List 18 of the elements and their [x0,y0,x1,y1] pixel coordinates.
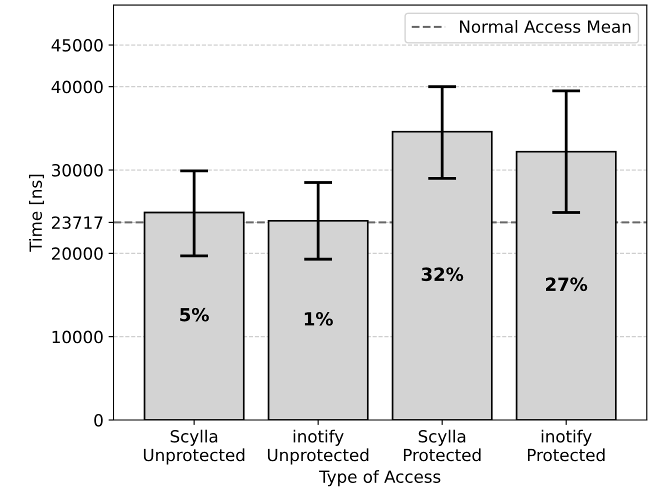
x-tick-label: inotify Unprotected [268,430,368,465]
y-tick-label: 45000 [52,38,103,52]
y-tick-label: 10000 [52,330,103,344]
annotation: 1% [304,312,333,326]
y-axis-title: Time [ns] [29,174,44,252]
y-tick-label: 20000 [52,247,103,260]
annotation: 27% [546,277,588,292]
legend-label: Normal Access Mean [460,20,630,33]
x-axis-title: Type of Access [319,470,440,486]
y-tick-label: 30000 [52,164,103,177]
x-tick-label: inotify Protected [528,430,605,462]
annotation: 32% [422,267,464,282]
x-tick-label: Scylla Unprotected [144,430,244,465]
y-tick-label: 0 [94,414,103,427]
y-tick-label: 23717 [52,216,102,229]
annotation: 5% [180,308,209,322]
x-tick-label: Scylla Protected [404,430,481,462]
y-tick-label: 40000 [52,80,103,94]
